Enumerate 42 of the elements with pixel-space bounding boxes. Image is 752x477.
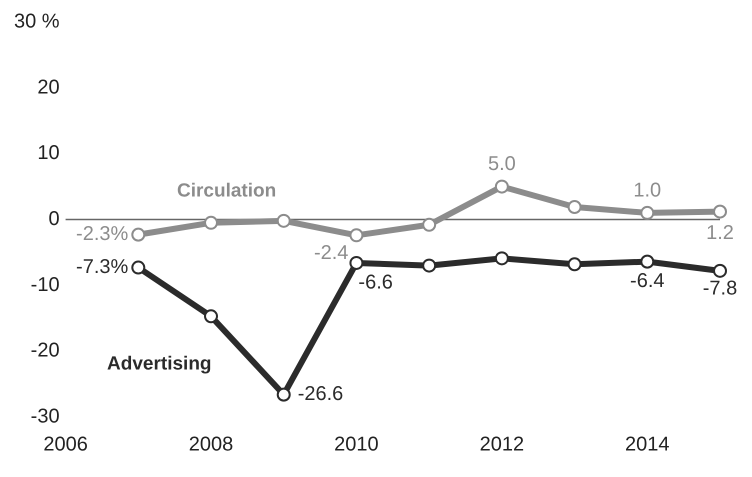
y-tick-label: -30 — [30, 406, 60, 428]
point — [276, 214, 291, 228]
data-label: -7.3% — [76, 256, 129, 278]
data-label: -7.8 — [702, 277, 738, 300]
point — [422, 258, 436, 273]
point — [494, 251, 509, 266]
data-label: -6.6 — [358, 271, 393, 294]
y-tick-label: -10 — [30, 274, 60, 296]
series-label: Advertising — [107, 354, 212, 375]
point — [713, 204, 727, 219]
point — [204, 216, 218, 230]
data-label: -26.6 — [298, 383, 344, 406]
point — [276, 388, 291, 402]
point — [568, 200, 582, 214]
point — [494, 180, 509, 194]
y-tick-label: 0 — [48, 208, 60, 230]
series-label: Circulation — [177, 180, 276, 202]
x-tick-label: 2010 — [334, 434, 379, 456]
point — [131, 260, 146, 275]
data-label: -2.4 — [314, 242, 348, 264]
y-tick-label: 10 — [37, 142, 60, 164]
point — [422, 218, 436, 232]
point — [349, 228, 364, 242]
data-label: -2.3% — [76, 223, 129, 246]
x-tick-label: 2014 — [625, 434, 670, 456]
data-label: 1.0 — [633, 179, 662, 202]
data-label: 1.2 — [706, 222, 734, 244]
y-tick-label: 20 — [37, 76, 60, 98]
point — [204, 309, 218, 324]
y-tick-label: -20 — [30, 340, 60, 362]
point — [568, 257, 582, 272]
x-tick-label: 2006 — [43, 434, 88, 456]
point — [713, 264, 727, 278]
point — [640, 254, 654, 269]
point — [640, 206, 654, 220]
data-label: 5.0 — [488, 153, 516, 176]
x-tick-label: 2012 — [480, 434, 524, 456]
point — [349, 256, 364, 270]
point — [131, 228, 146, 242]
y-tick-label: 30 % — [14, 10, 60, 33]
x-tick-label: 2008 — [188, 434, 234, 456]
data-label: -6.4 — [630, 270, 665, 292]
